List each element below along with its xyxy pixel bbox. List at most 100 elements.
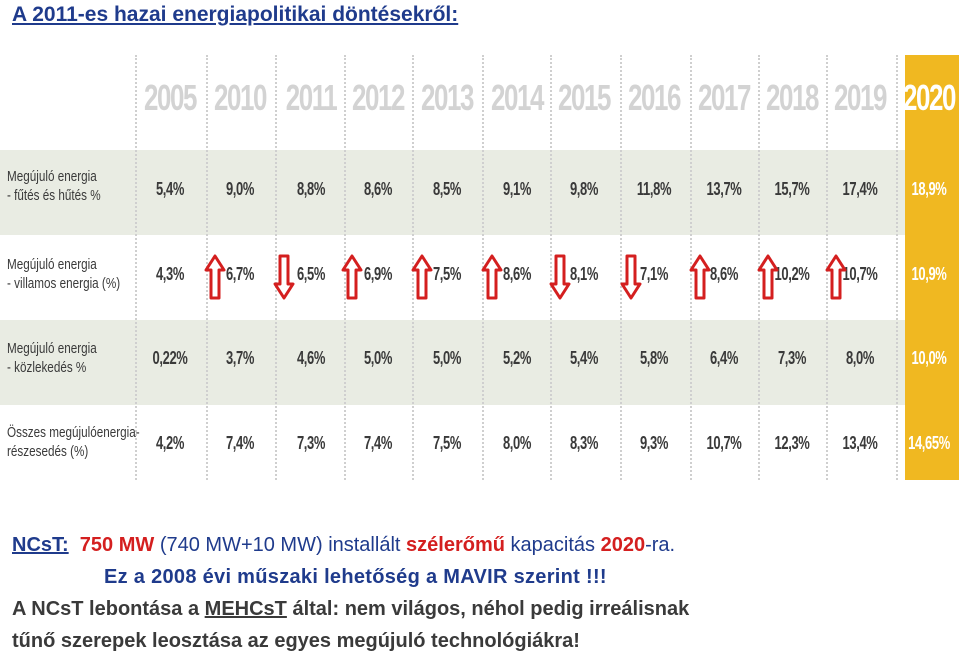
row-label-line: részesedés (%)	[7, 443, 89, 460]
arrow-up-icon	[757, 254, 779, 300]
arrow-up-icon	[825, 254, 847, 300]
wind-term: szélerőmű	[406, 534, 505, 556]
suffix: -ra.	[645, 534, 676, 556]
cell-value: 13,7%	[706, 179, 742, 199]
cell-value: 6,9%	[363, 264, 393, 284]
column-divider	[550, 55, 552, 480]
cell-value: 6,5%	[296, 264, 326, 284]
capacity-word: kapacitás	[510, 534, 596, 556]
cell-value: 5,8%	[639, 348, 669, 368]
line3-b: által: nem világos, néhol pedig irreális…	[292, 598, 690, 620]
cell-value: 5,0%	[432, 348, 462, 368]
row-label-line: Megújuló energia	[7, 340, 97, 357]
cell-value: 9,0%	[225, 179, 255, 199]
arrow-down-icon	[273, 254, 295, 300]
cell-value: 4,3%	[155, 264, 185, 284]
year-header-2018: 2018	[766, 77, 819, 118]
line-mavir: Ez a 2008 évi műszaki lehetőség a MAVIR …	[104, 566, 607, 588]
cell-value: 8,3%	[569, 433, 599, 453]
line-ncst: NCsT: 750 MW (740 MW+10 MW) installált s…	[12, 534, 675, 557]
arrow-up-icon	[341, 254, 363, 300]
row-label: Megújuló energia - villamos energia (%)	[7, 255, 120, 293]
cell-value: 10,9%	[911, 264, 947, 284]
year-header-2005: 2005	[144, 77, 197, 118]
column-divider	[275, 55, 277, 480]
line3-a: A NCsT lebontása a	[12, 598, 200, 620]
year-header-2016: 2016	[628, 77, 681, 118]
year-header-2012: 2012	[352, 77, 405, 118]
cell-value: 8,6%	[709, 264, 739, 284]
year-header-2015: 2015	[558, 77, 611, 118]
cell-value: 9,8%	[569, 179, 599, 199]
cell-value: 7,3%	[296, 433, 326, 453]
cell-value: 0,22%	[152, 348, 188, 368]
cell-value: 10,2%	[774, 264, 810, 284]
highlight-column-2020	[905, 55, 959, 480]
cell-value: 17,4%	[842, 179, 878, 199]
cell-value: 7,5%	[432, 264, 462, 284]
cell-value: 7,1%	[639, 264, 669, 284]
cell-value: 12,3%	[774, 433, 810, 453]
cell-value: 8,1%	[569, 264, 599, 284]
row-label-line: - fűtés és hűtés %	[7, 187, 101, 204]
cell-value: 5,4%	[155, 179, 185, 199]
year-header-2013: 2013	[421, 77, 474, 118]
row-bg-3	[0, 320, 959, 405]
year-header-2020: 2020	[903, 77, 956, 118]
column-divider	[896, 55, 898, 480]
ncst-label: NCsT:	[12, 534, 69, 556]
cell-value: 10,0%	[911, 348, 947, 368]
arrow-up-icon	[411, 254, 433, 300]
cell-value: 3,7%	[225, 348, 255, 368]
year-header-2010: 2010	[214, 77, 267, 118]
energy-table: 2005 2010 2011 2012 2013 2014 2015 2016 2017 2018…	[0, 55, 959, 480]
year-header-2011: 2011	[285, 77, 338, 118]
row-label-line: - közlekedés %	[7, 359, 87, 376]
cell-value: 8,6%	[363, 179, 393, 199]
cell-value: 9,1%	[502, 179, 532, 199]
row-bg-4	[0, 405, 959, 480]
arrow-up-icon	[689, 254, 711, 300]
row-label: Megújuló energia - fűtés és hűtés %	[7, 167, 101, 205]
row-label-line: Megújuló energia	[7, 256, 97, 273]
mw-detail: (740 MW+10 MW) installált	[159, 534, 401, 556]
line-roles: tűnő szerepek leosztása az egyes megújul…	[12, 630, 580, 652]
cell-value: 5,2%	[502, 348, 532, 368]
year-header-2014: 2014	[491, 77, 544, 118]
cell-value: 11,8%	[636, 179, 672, 199]
cell-value: 6,4%	[709, 348, 739, 368]
line-mehcst: A NCsT lebontása a MEHCsT által: nem vil…	[12, 598, 689, 621]
cell-value: 8,5%	[432, 179, 462, 199]
cell-value: 15,7%	[774, 179, 810, 199]
row-label: Összes megújulóenergia-részesedés (%)	[7, 423, 140, 461]
cell-value: 7,3%	[777, 348, 807, 368]
arrow-down-icon	[620, 254, 642, 300]
row-label-line: Megújuló energia	[7, 168, 97, 185]
cell-value: 4,2%	[155, 433, 185, 453]
cell-value: 8,0%	[502, 433, 532, 453]
header-row	[0, 55, 959, 150]
cell-value: 8,6%	[502, 264, 532, 284]
cell-value: 5,0%	[363, 348, 393, 368]
year-header-2019: 2019	[834, 77, 887, 118]
row-label-line: Összes megújulóenergia-	[7, 424, 140, 441]
row-bg-2	[0, 235, 959, 320]
arrow-up-icon	[204, 254, 226, 300]
mehcst-term: MEHCsT	[204, 598, 287, 620]
cell-value: 6,7%	[225, 264, 255, 284]
row-label-line: - villamos energia (%)	[7, 275, 121, 292]
row-label: Megújuló energia - közlekedés %	[7, 339, 97, 377]
cell-value: 7,5%	[432, 433, 462, 453]
cell-value: 8,0%	[845, 348, 875, 368]
cell-value: 10,7%	[842, 264, 878, 284]
column-divider	[135, 55, 137, 480]
row-bg-1	[0, 150, 959, 235]
cell-value: 8,8%	[296, 179, 326, 199]
cell-value: 4,6%	[296, 348, 326, 368]
cell-value: 9,3%	[639, 433, 669, 453]
arrow-up-icon	[481, 254, 503, 300]
cell-value: 13,4%	[842, 433, 878, 453]
column-divider	[620, 55, 622, 480]
cell-value: 7,4%	[363, 433, 393, 453]
page-title: A 2011-es hazai energiapolitikai döntése…	[12, 3, 459, 26]
